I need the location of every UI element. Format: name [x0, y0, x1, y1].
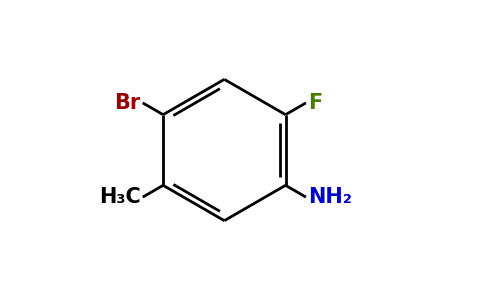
Text: Br: Br	[114, 93, 140, 113]
Text: NH₂: NH₂	[308, 187, 352, 207]
Text: F: F	[308, 93, 322, 113]
Text: H₃C: H₃C	[99, 187, 140, 207]
